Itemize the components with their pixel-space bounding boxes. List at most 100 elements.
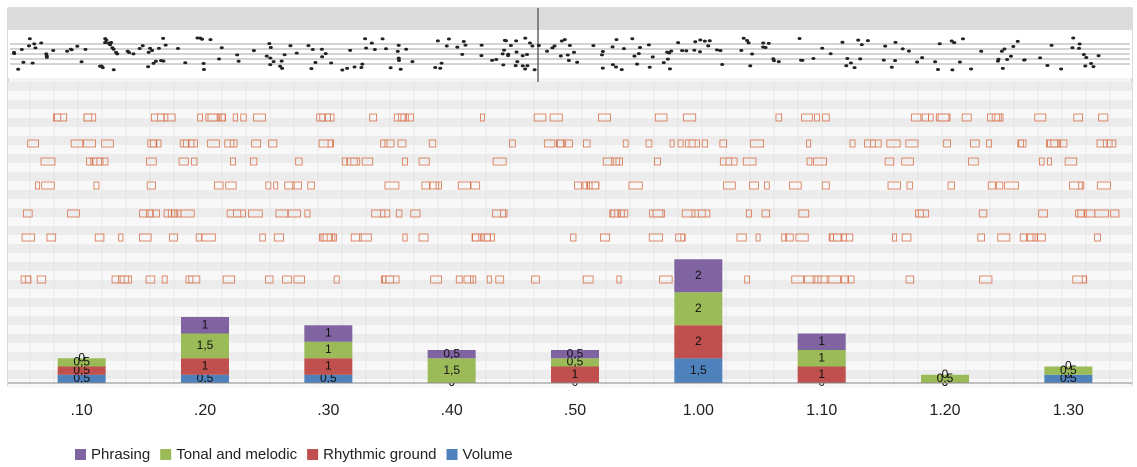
note-head — [614, 38, 619, 42]
midi-note — [292, 181, 302, 190]
track-row — [8, 91, 1132, 100]
midi-note — [628, 181, 643, 190]
midi-note — [229, 139, 238, 148]
midi-note — [785, 233, 794, 242]
value-label: 1,5 — [197, 338, 214, 352]
note-head — [525, 64, 530, 68]
midi-note — [93, 181, 100, 190]
midi-note — [225, 181, 237, 190]
midi-note — [1038, 209, 1048, 218]
midi-note — [795, 233, 809, 242]
midi-note — [864, 139, 876, 148]
note-head — [852, 66, 857, 70]
midi-note — [20, 275, 32, 284]
note-head — [19, 48, 24, 52]
note-head — [146, 65, 151, 69]
midi-note — [463, 275, 474, 284]
note-head — [398, 67, 403, 71]
midi-note — [943, 139, 951, 148]
midi-note — [749, 139, 764, 148]
midi-note — [251, 139, 262, 148]
note-head — [208, 38, 213, 42]
midi-note — [531, 275, 540, 284]
track-row — [8, 136, 1132, 145]
note-head — [610, 45, 615, 49]
midi-note — [659, 275, 673, 284]
midi-note — [610, 209, 621, 218]
midi-note — [813, 157, 827, 166]
note-head — [565, 53, 570, 57]
note-head — [720, 63, 725, 67]
midi-note — [421, 181, 431, 190]
midi-note — [86, 157, 93, 166]
midi-note — [649, 209, 664, 218]
midi-note — [645, 139, 653, 148]
note-head — [294, 51, 299, 55]
note-head — [103, 41, 108, 45]
midi-note — [968, 157, 979, 166]
track-row — [8, 172, 1132, 181]
note-head — [532, 68, 537, 72]
midi-note — [500, 209, 508, 218]
note-head — [183, 61, 188, 65]
midi-note — [94, 233, 105, 242]
midi-note — [176, 209, 182, 218]
midi-note — [195, 233, 202, 242]
midi-note — [369, 113, 378, 122]
midi-note — [207, 139, 220, 148]
note-head — [739, 49, 744, 53]
bar-segment — [57, 366, 106, 375]
note-head — [889, 65, 894, 69]
note-head — [933, 60, 938, 64]
midi-note — [806, 139, 812, 148]
note-head — [127, 51, 132, 55]
midi-note — [359, 233, 372, 242]
note-head — [820, 46, 825, 50]
midi-note — [937, 113, 950, 122]
note-head — [219, 46, 224, 50]
note-head — [364, 46, 369, 50]
midi-note — [997, 233, 1011, 242]
midi-note — [111, 275, 125, 284]
track-row — [8, 343, 1132, 352]
midi-note — [543, 139, 556, 148]
note-head — [1022, 58, 1027, 62]
midi-note — [188, 275, 201, 284]
midi-note — [341, 157, 348, 166]
note-head — [1091, 65, 1096, 69]
midi-note — [41, 181, 55, 190]
midi-note — [169, 233, 178, 242]
midi-note — [1072, 275, 1088, 284]
track-row — [8, 199, 1132, 208]
note-head — [828, 52, 833, 56]
note-head — [460, 52, 465, 56]
note-head — [550, 46, 555, 50]
midi-note — [22, 209, 33, 218]
note-head — [410, 60, 415, 64]
midi-note — [677, 139, 684, 148]
midi-note — [101, 139, 114, 148]
midi-note — [977, 233, 985, 242]
midi-note — [191, 157, 198, 166]
note-head — [39, 41, 44, 45]
midi-note — [1094, 233, 1101, 242]
note-head — [1083, 64, 1088, 68]
track-row — [8, 217, 1132, 226]
midi-note — [970, 139, 980, 148]
midi-note — [681, 209, 696, 218]
midi-note — [163, 113, 176, 122]
note-head — [763, 45, 768, 49]
note-head — [446, 37, 451, 41]
note-head — [148, 46, 153, 50]
midi-note — [1098, 113, 1109, 122]
note-head — [1000, 66, 1005, 70]
midi-note — [719, 139, 728, 148]
value-label: 1 — [202, 317, 209, 331]
midi-note — [556, 139, 564, 148]
bar-segment — [551, 366, 599, 383]
midi-note — [654, 157, 661, 166]
note-head — [282, 53, 287, 57]
note-head — [650, 55, 655, 59]
note-head — [920, 56, 925, 60]
